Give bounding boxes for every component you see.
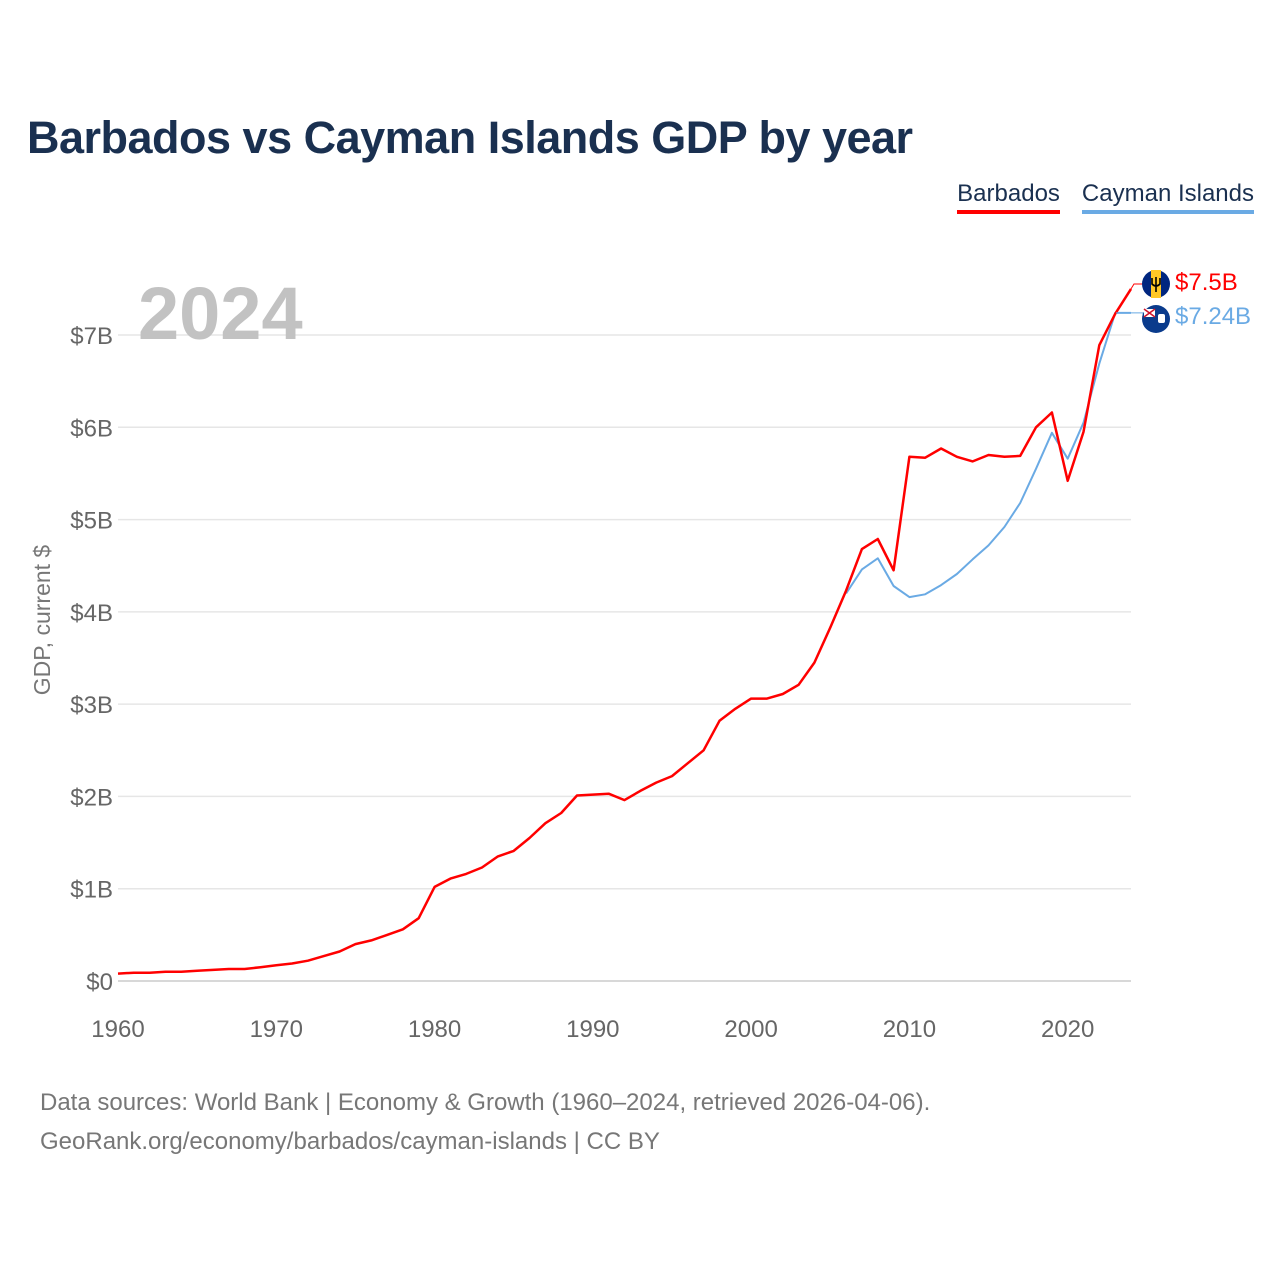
- x-tick-label: 1960: [91, 1016, 144, 1043]
- x-tick-label: 2010: [883, 1016, 936, 1043]
- series-line-cayman-islands: [845, 311, 1131, 599]
- y-axis-label: GDP, current $: [29, 545, 55, 696]
- legend-item-cayman-islands[interactable]: Cayman Islands: [1081, 180, 1254, 214]
- series-lines: [117, 288, 1133, 975]
- legend-item-barbados[interactable]: Barbados: [957, 180, 1060, 214]
- x-tick-label: 2020: [1041, 1016, 1094, 1043]
- y-tick-label: $6B: [70, 415, 113, 442]
- data-source-footer: Data sources: World Bank | Economy & Gro…: [40, 1083, 930, 1161]
- y-tick-label: $5B: [70, 508, 113, 535]
- line-chart: $0 $1B $2B $3B $4B $5B $6B $7B 1960 1970 1980 1990…: [29, 269, 1251, 1043]
- legend: Barbados Cayman Islands: [957, 180, 1254, 214]
- y-tick-label: $1B: [70, 877, 113, 904]
- y-tick-label: $4B: [70, 600, 113, 627]
- end-labels: $7.5B $7.24B: [1116, 269, 1251, 333]
- series-line-barbados: [117, 288, 1133, 975]
- x-tick-label: 1970: [250, 1016, 303, 1043]
- y-tick-label: $2B: [70, 784, 113, 811]
- y-tick-label: $0: [86, 969, 113, 996]
- barbados-flag-icon: [1142, 270, 1170, 298]
- leader-line-barbados: [1130, 283, 1143, 290]
- source-line-2[interactable]: GeoRank.org/economy/barbados/cayman-isla…: [40, 1128, 660, 1155]
- x-tick-label: 2000: [724, 1016, 777, 1043]
- y-tick-label: $7B: [70, 323, 113, 350]
- y-tick-label: $3B: [70, 692, 113, 719]
- source-line-1: Data sources: World Bank | Economy & Gro…: [40, 1089, 931, 1116]
- chart-title: Barbados vs Cayman Islands GDP by year: [27, 112, 913, 163]
- y-axis-ticks: $0 $1B $2B $3B $4B $5B $6B $7B: [70, 323, 113, 996]
- year-overlay: 2024: [138, 272, 303, 355]
- x-tick-label: 1980: [408, 1016, 461, 1043]
- end-label-cayman: $7.24B: [1175, 303, 1251, 330]
- cayman-islands-flag-icon: [1142, 305, 1170, 333]
- end-label-barbados: $7.5B: [1175, 269, 1238, 296]
- x-tick-label: 1990: [566, 1016, 619, 1043]
- x-axis-ticks: 1960 1970 1980 1990 2000 2010 2020: [91, 1016, 1094, 1043]
- gridlines: [118, 334, 1131, 982]
